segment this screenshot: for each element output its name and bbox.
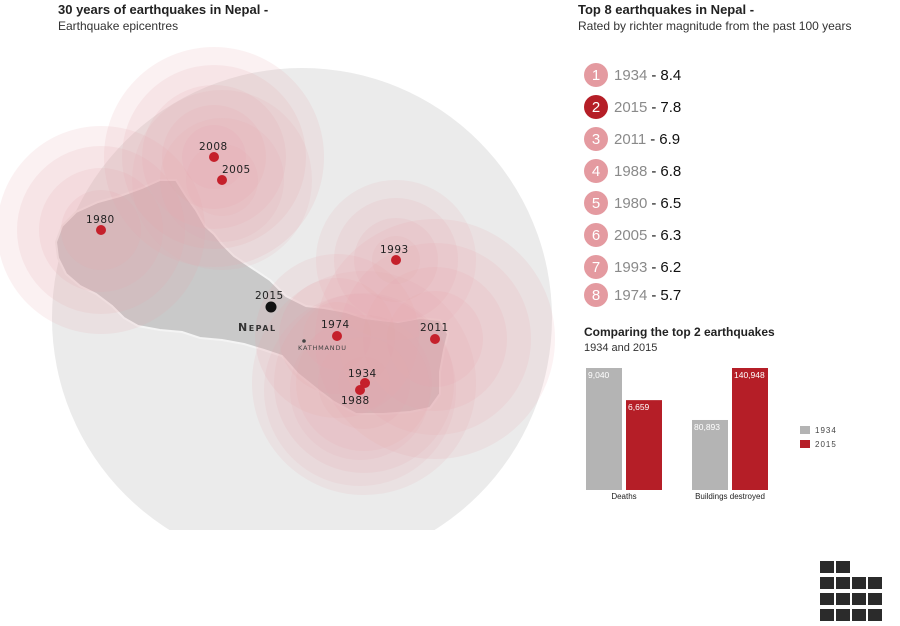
rank-year: 1974: [614, 286, 648, 304]
epicentre-label-1934: 1934: [348, 368, 377, 380]
publisher-logo: [820, 561, 882, 621]
epicentre-label-2015: 2015: [255, 290, 284, 302]
bar-value-label: 80,893: [694, 422, 720, 432]
rank-badge: 7: [584, 255, 608, 279]
bar-value-label: 6,659: [628, 402, 650, 412]
ranking-row: 3 2011 - 6.9: [584, 127, 844, 151]
map-header: 30 years of earthquakes in Nepal - Earth…: [58, 2, 268, 34]
rank-badge: 5: [584, 191, 608, 215]
epicentre-label-1974: 1974: [321, 319, 350, 331]
capital-label: KATHMANDU: [298, 344, 347, 352]
bar-value-label: 9,040: [588, 370, 610, 380]
epicentre-dot-2015: [265, 301, 277, 313]
epicentre-dot-2011: [430, 334, 440, 344]
ranking-row: 2 2015 - 7.8: [584, 95, 844, 119]
rank-magnitude: 6.2: [660, 258, 682, 276]
rank-year: 2005: [614, 226, 648, 244]
bar-2015-buildings-destroyed: [732, 368, 768, 490]
comparison-bar-chart: 9,040 6,659 Deaths 80,893 140,948 Buildings d…: [580, 368, 780, 501]
rank-magnitude: 7.8: [660, 98, 682, 116]
rank-year: 2011: [614, 130, 647, 148]
category-label: Deaths: [611, 492, 636, 501]
rankings-title: Top 8 earthquakes in Nepal -: [578, 2, 755, 17]
rank-year: 1934: [614, 66, 648, 84]
comparison-subtitle: 1934 and 2015: [584, 342, 658, 354]
rank-year: 1993: [614, 258, 648, 276]
epicentre-dot-1988: [355, 385, 365, 395]
ranking-row: 6 2005 - 6.3: [584, 223, 844, 247]
bar-2015-deaths: [626, 400, 662, 490]
legend-label: 1934: [815, 425, 837, 435]
epicentre-label-1980: 1980: [86, 214, 115, 226]
country-label: Nepal: [238, 321, 277, 334]
epicentre-label-2008: 2008: [199, 141, 228, 153]
ranking-row: 7 1993 - 6.2: [584, 255, 844, 279]
rank-badge: 6: [584, 223, 608, 247]
rank-magnitude: 6.9: [659, 130, 681, 148]
map-subtitle: Earthquake epicentres: [58, 19, 179, 33]
bar-1934-buildings-destroyed: [692, 419, 728, 490]
epicentre-map: 2008 2005 1980 1993 2015 1974 2011 1934 …: [0, 47, 555, 530]
rank-magnitude: 6.3: [660, 226, 682, 244]
legend-item-2015: 2015: [800, 438, 837, 450]
epicentre-dot-1934: [360, 378, 370, 388]
rank-badge: 4: [584, 159, 608, 183]
epicentre-dot-1980: [96, 225, 106, 235]
rankings-subtitle: Rated by richter magnitude from the past…: [578, 19, 852, 33]
rank-magnitude: 6.5: [660, 194, 682, 212]
rank-separator: -: [651, 194, 657, 212]
rank-separator: -: [651, 162, 657, 180]
rank-badge: 3: [584, 127, 608, 151]
rank-separator: -: [651, 98, 657, 116]
rank-badge: 2: [584, 95, 608, 119]
rank-magnitude: 8.4: [660, 66, 682, 84]
rank-separator: -: [651, 258, 657, 276]
category-label: Buildings destroyed: [695, 492, 765, 501]
rank-year: 1980: [614, 194, 648, 212]
comparison-title: Comparing the top 2 earthquakes: [584, 325, 775, 339]
comparison-header: Comparing the top 2 earthquakes 1934 and…: [584, 324, 775, 356]
rank-separator: -: [651, 286, 657, 304]
epicentre-dot-1974: [332, 331, 342, 341]
epicentre-dot-1993: [391, 255, 401, 265]
rank-separator: -: [650, 130, 656, 148]
ranking-row: 8 1974 - 5.7: [584, 283, 844, 307]
epicentre-label-1993: 1993: [380, 244, 409, 256]
epicentre-label-1988: 1988: [341, 395, 370, 407]
ranking-row: 1 1934 - 8.4: [584, 63, 844, 87]
legend-swatch: [800, 426, 810, 434]
legend-item-1934: 1934: [800, 424, 837, 436]
rankings-header: Top 8 earthquakes in Nepal - Rated by ri…: [578, 2, 851, 34]
kathmandu-dot: [302, 339, 306, 343]
rank-magnitude: 6.8: [660, 162, 682, 180]
bar-1934-deaths: [586, 368, 622, 490]
rank-badge: 1: [584, 63, 608, 87]
rank-separator: -: [651, 226, 657, 244]
ranking-row: 5 1980 - 6.5: [584, 191, 844, 215]
bar-value-label: 140,948: [734, 370, 765, 380]
rank-separator: -: [651, 66, 657, 84]
rank-badge: 8: [584, 283, 608, 307]
legend-swatch: [800, 440, 810, 448]
map-title: 30 years of earthquakes in Nepal -: [58, 2, 269, 17]
epicentre-dot-2005: [217, 175, 227, 185]
rank-year: 1988: [614, 162, 648, 180]
rank-magnitude: 5.7: [660, 286, 682, 304]
legend-label: 2015: [815, 439, 837, 449]
rank-year: 2015: [614, 98, 648, 116]
epicentre-label-2005: 2005: [222, 164, 251, 176]
ranking-row: 4 1988 - 6.8: [584, 159, 844, 183]
epicentre-dot-2008: [209, 152, 219, 162]
nepal-outline: [54, 179, 450, 415]
epicentre-label-2011: 2011: [420, 322, 449, 334]
chart-legend: 1934 2015: [800, 424, 837, 452]
